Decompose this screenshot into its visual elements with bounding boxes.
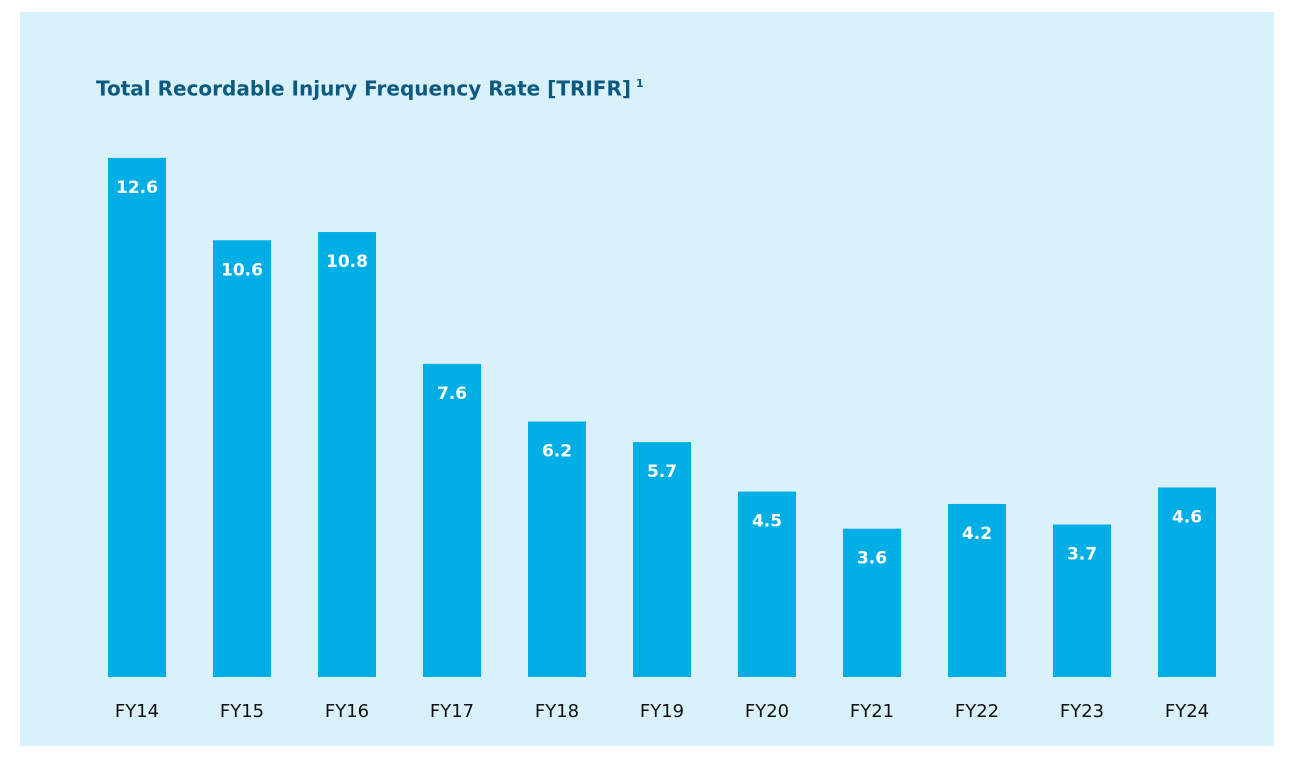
bar bbox=[528, 421, 586, 677]
value-label: 4.2 bbox=[962, 524, 992, 544]
bar bbox=[108, 157, 166, 677]
bar bbox=[423, 363, 481, 677]
value-label: 4.6 bbox=[1172, 507, 1202, 527]
bar bbox=[738, 491, 796, 677]
x-tick-label: FY24 bbox=[1165, 701, 1209, 722]
value-label: 4.5 bbox=[752, 512, 782, 532]
value-label: 7.6 bbox=[437, 384, 467, 404]
x-tick-label: FY23 bbox=[1060, 701, 1104, 722]
value-label: 5.7 bbox=[647, 462, 677, 482]
x-tick-label: FY16 bbox=[325, 701, 369, 722]
bar bbox=[948, 503, 1006, 677]
chart-title: Total Recordable Injury Frequency Rate [… bbox=[96, 77, 631, 101]
value-label: 3.6 bbox=[857, 549, 887, 569]
value-label: 6.2 bbox=[542, 442, 572, 462]
x-tick-label: FY18 bbox=[535, 701, 579, 722]
bar bbox=[1158, 487, 1216, 677]
x-tick-label: FY19 bbox=[640, 701, 684, 722]
x-tick-label: FY17 bbox=[430, 701, 474, 722]
x-tick-label: FY20 bbox=[745, 701, 789, 722]
title-footnote-marker: 1 bbox=[636, 77, 644, 90]
bar bbox=[633, 442, 691, 677]
x-tick-label: FY22 bbox=[955, 701, 999, 722]
bar bbox=[1053, 524, 1111, 677]
x-tick-label: FY21 bbox=[850, 701, 894, 722]
x-tick-label: FY14 bbox=[115, 701, 159, 722]
bar bbox=[318, 232, 376, 678]
bar bbox=[843, 528, 901, 677]
value-label: 12.6 bbox=[116, 178, 158, 198]
bar bbox=[213, 240, 271, 677]
value-label: 10.6 bbox=[221, 260, 263, 280]
value-label: 3.7 bbox=[1067, 545, 1097, 565]
x-tick-label: FY15 bbox=[220, 701, 264, 722]
value-label: 10.8 bbox=[326, 252, 368, 272]
